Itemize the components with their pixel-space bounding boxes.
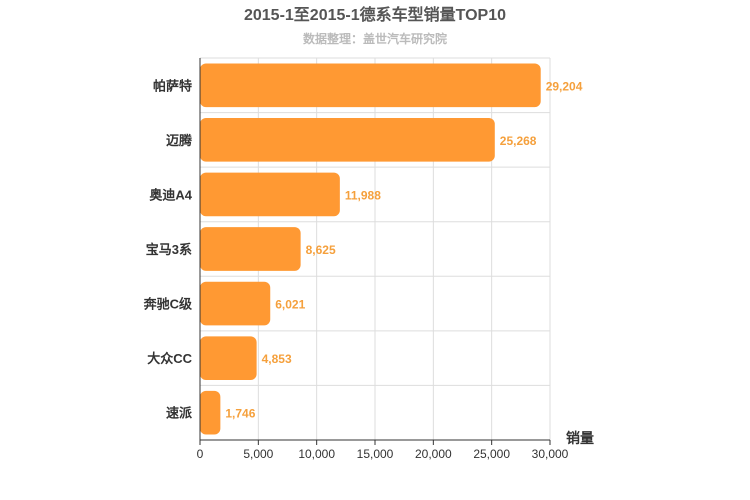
value-label: 29,204 [546, 79, 583, 93]
bar [200, 336, 257, 380]
chart-title: 2015-1至2015-1德系车型销量TOP10 [244, 5, 506, 24]
value-label: 6,021 [275, 298, 305, 312]
axis-layer: 0 5,000 10,000 15,000 20,000 25,000 30,000 [197, 58, 569, 461]
bar [200, 281, 271, 326]
x-tick-label: 5,000 [243, 447, 273, 461]
bars-layer [200, 63, 541, 435]
bar [200, 227, 301, 271]
bar [200, 390, 221, 435]
x-tick-label: 20,000 [415, 447, 452, 461]
category-label: 宝马3系 [146, 242, 192, 257]
category-label: 速派 [166, 406, 193, 421]
x-tick-label: 15,000 [357, 447, 394, 461]
category-label: 迈腾 [166, 133, 193, 148]
value-label: 4,853 [262, 352, 292, 366]
value-label: 25,268 [500, 134, 537, 148]
category-label: 帕萨特 [153, 78, 192, 93]
value-label: 8,625 [306, 243, 336, 257]
category-label: 大众CC [147, 351, 192, 366]
x-axis-title: 销量 [566, 430, 594, 446]
x-tick-label: 0 [197, 447, 204, 461]
x-tick-label: 25,000 [473, 447, 510, 461]
bar [200, 172, 340, 217]
bar [200, 118, 495, 162]
value-label: 11,988 [345, 188, 381, 202]
value-label: 1,746 [225, 407, 255, 421]
x-tick-label: 10,000 [298, 447, 335, 461]
chart-subtitle: 数据整理：盖世汽车研究院 [303, 31, 447, 46]
labels-layer: 帕萨特 29,204 迈腾 25,268 奥迪A4 11,988 宝马3系 8,625 奔驰C级… [143, 78, 583, 420]
x-tick-label: 30,000 [532, 447, 569, 461]
bar [200, 63, 541, 108]
category-label: 奥迪A4 [149, 187, 192, 202]
category-label: 奔驰C级 [143, 297, 193, 312]
